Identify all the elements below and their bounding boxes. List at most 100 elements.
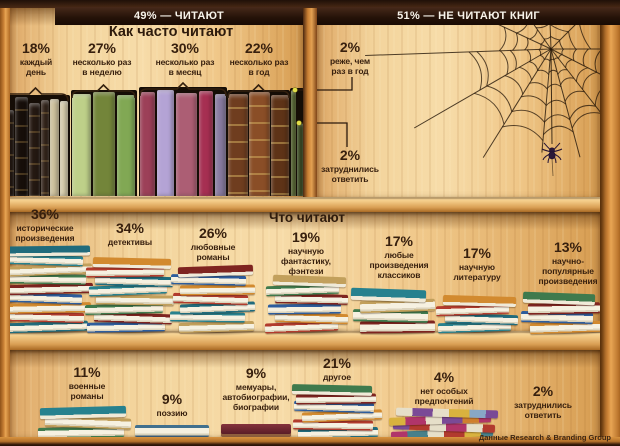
genre-label-7-percent: 11%	[73, 364, 101, 380]
frequency-label-0-text: каждый день	[19, 56, 53, 77]
shelf-board-1	[0, 197, 620, 212]
spider-thread	[551, 157, 554, 177]
spiderweb-ring	[498, 26, 603, 107]
shelf-frame-bottom	[0, 437, 620, 446]
book-spine	[176, 93, 197, 196]
frequency-label-4-text: реже, чем раз в год	[329, 55, 371, 76]
spider-abdomen	[548, 151, 556, 160]
spiderweb-spoke	[365, 48, 552, 56]
frequency-label-3-percent: 22%	[244, 40, 274, 56]
genre-label-9-percent: 9%	[245, 365, 267, 381]
shelf-frame-left	[0, 0, 10, 446]
spiderweb-spoke	[550, 48, 581, 158]
genre-label-2: 26% любовные романы	[158, 226, 268, 262]
frequency-label-2-percent: 30%	[170, 40, 200, 56]
genres-heading: Что читают	[269, 210, 345, 225]
book-spine	[72, 94, 91, 196]
genre-label-0: 36% исторические произведения	[0, 207, 100, 243]
genre-label-11: 4% нет особых предпочтений	[389, 370, 499, 406]
genre-label-2-text: любовные романы	[190, 241, 236, 262]
frequency-label-0-percent: 18%	[21, 40, 51, 56]
group-bracket	[2, 86, 69, 102]
shelf-divider	[303, 8, 317, 197]
genre-label-4-text: любые произведения классиков	[369, 249, 429, 280]
frequency-label-2: 30% несколько раз в месяц	[130, 41, 240, 77]
spiderweb-ring	[468, 51, 602, 142]
frequency-label-2-text: несколько раз в месяц	[155, 56, 215, 77]
frequency-label-5: 2% затруднились ответить	[295, 148, 405, 184]
genre-label-7: 11% военные романы	[32, 365, 142, 401]
genre-label-6-text: научно- популярные произведения	[538, 255, 598, 286]
group-bracket	[71, 83, 136, 99]
spiderweb-spoke	[413, 48, 552, 129]
data-point-dot	[296, 120, 302, 126]
book-spine	[29, 103, 40, 196]
genre-label-12-percent: 2%	[532, 383, 554, 399]
genre-label-2-percent: 26%	[198, 225, 228, 241]
frequency-label-1: 27% несколько раз в неделю	[47, 41, 157, 77]
frequency-label-5-percent: 2%	[339, 147, 361, 163]
spiderweb-ring	[524, 22, 578, 75]
genre-label-11-percent: 4%	[433, 369, 455, 385]
spiderweb-spoke	[541, 48, 552, 153]
genre-label-0-percent: 36%	[30, 206, 60, 222]
genre-label-1: 34% детективы	[75, 221, 185, 247]
data-point-dot	[292, 87, 298, 93]
genre-label-6-percent: 13%	[553, 239, 583, 255]
group-bracket	[139, 81, 227, 97]
frequency-heading: Как часто читают	[108, 24, 234, 40]
genre-label-10: 21% другое	[282, 356, 392, 382]
frequency-label-0: 18% каждый день	[0, 41, 91, 77]
spiderweb-ring	[538, 35, 565, 62]
book-spine	[157, 90, 174, 196]
genre-label-3-text: научную фантастику, фэнтези	[281, 245, 331, 276]
group-bracket	[227, 83, 290, 99]
book-spine	[93, 92, 115, 196]
book-spine	[215, 94, 226, 196]
genre-label-4: 17% любые произведения классиков	[344, 234, 454, 280]
book-spine	[228, 94, 248, 196]
frequency-label-3-text: несколько раз в год	[229, 56, 289, 77]
shelf-frame-right	[600, 0, 620, 446]
book-spine	[60, 101, 68, 196]
frequency-label-3: 22% несколько раз в год	[204, 41, 314, 77]
genre-label-6: 13% научно- популярные произведения	[513, 240, 620, 286]
genre-label-9: 9% мемуары, автобиографии, биографии	[201, 366, 311, 412]
genre-label-11-text: нет особых предпочтений	[414, 385, 474, 406]
spider-icon	[541, 142, 563, 164]
book-lying	[135, 425, 209, 437]
book-spine	[15, 97, 28, 196]
book-spine	[271, 95, 289, 196]
genre-label-5: 17% научную литературу	[422, 246, 532, 282]
book-spine	[140, 92, 155, 196]
genre-label-3: 19% научную фантастику, фэнтези	[251, 230, 361, 276]
genre-label-8-text: поэзию	[156, 407, 188, 418]
book-spine	[117, 95, 135, 196]
genre-label-7-text: военные романы	[68, 380, 106, 401]
frequency-label-1-percent: 27%	[87, 40, 117, 56]
spiderweb-ring	[509, 17, 592, 90]
book-spine	[41, 100, 49, 196]
nonreaders-share-bar: 51% — НЕ ЧИТАЮТ КНИГ	[317, 7, 620, 25]
source-credit: Данные Research & Branding Group	[478, 433, 611, 442]
frequency-label-4: 2% реже, чем раз в год	[295, 40, 405, 76]
genre-label-10-percent: 21%	[322, 355, 352, 371]
book-spine	[249, 92, 270, 196]
book-spine	[50, 99, 59, 196]
book-lying	[221, 424, 291, 437]
genre-label-12: 2% затруднились ответить	[488, 384, 598, 420]
genre-label-5-percent: 17%	[462, 245, 492, 261]
genre-label-3-percent: 19%	[291, 229, 321, 245]
genre-label-10-text: другое	[323, 371, 351, 382]
genre-label-8: 9% поэзию	[117, 392, 227, 418]
genre-label-5-text: научную литературу	[453, 261, 501, 282]
readers-share-bar: 49% — ЧИТАЮТ	[55, 7, 303, 25]
genre-label-0-text: исторические произведения	[15, 222, 75, 243]
spider-thread	[550, 48, 553, 145]
genre-label-4-percent: 17%	[384, 233, 414, 249]
frequency-label-5-text: затруднились ответить	[321, 163, 379, 184]
spiderweb-spoke	[482, 48, 552, 158]
genre-label-8-percent: 9%	[161, 391, 183, 407]
